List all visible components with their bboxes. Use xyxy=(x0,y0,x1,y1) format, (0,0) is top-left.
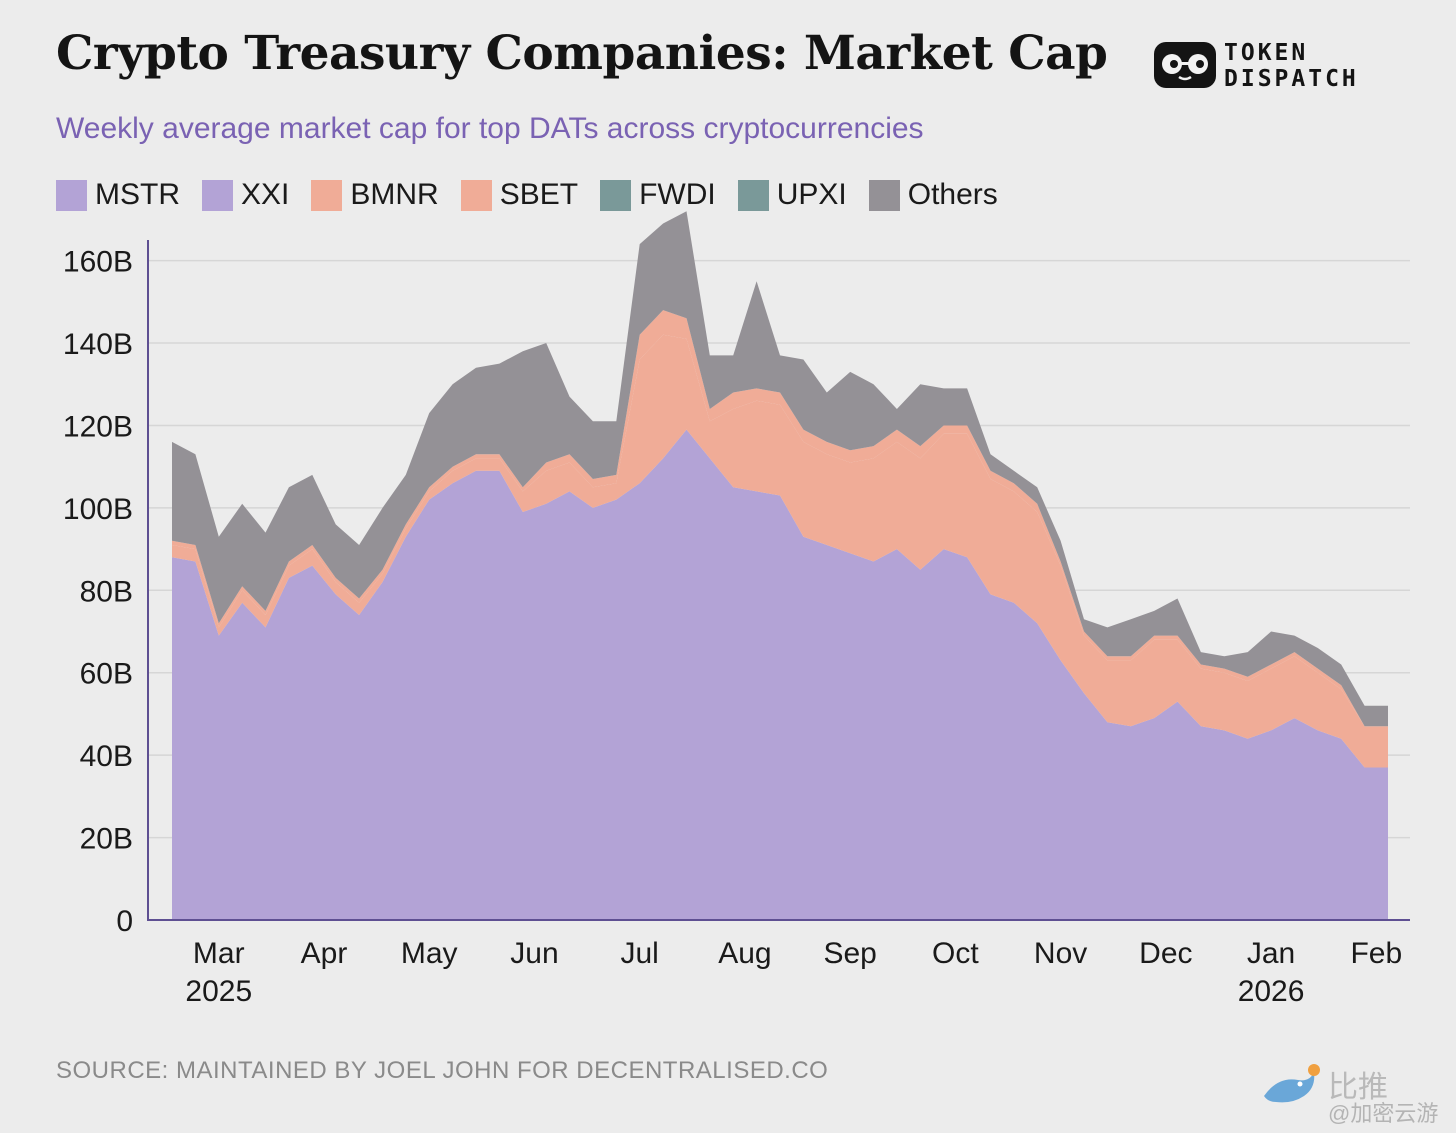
x-tick-label: Dec xyxy=(1139,937,1192,970)
x-axis-ticks: Mar 2025 Apr May Jun Jul Aug Sep Oct Nov Dec Jan 202… xyxy=(185,937,1402,1008)
y-tick-label: 40B xyxy=(80,740,133,773)
x-tick-label: Feb xyxy=(1350,937,1402,970)
stacked-area-chart: 0 20B 40B 60B 80B 100B 120B 140B 160B Mar 2025 Apr… xyxy=(63,211,1410,1008)
x-tick-year-label: 2026 xyxy=(1238,975,1305,1008)
y-tick-label: 0 xyxy=(116,905,133,938)
chart-subtitle: Weekly average market cap for top DATs a… xyxy=(56,112,924,145)
watermark-label: 比推 xyxy=(1328,1071,1388,1104)
legend-item-mstr: MSTR xyxy=(56,178,180,212)
legend-label: MSTR xyxy=(95,178,180,211)
y-tick-label: 80B xyxy=(80,575,133,608)
area-series xyxy=(172,211,1388,920)
legend: MSTR XXI BMNR SBET FWDI UPXI Others xyxy=(56,178,1020,212)
legend-swatch xyxy=(311,179,343,211)
x-tick-year-label: 2025 xyxy=(185,975,252,1008)
area-others xyxy=(172,211,1388,727)
legend-label: BMNR xyxy=(350,178,439,211)
y-tick-label: 100B xyxy=(63,493,133,526)
bird-logo-icon xyxy=(1264,1064,1320,1103)
legend-label: XXI xyxy=(241,178,290,211)
legend-item-others: Others xyxy=(868,178,998,212)
x-tick-label: Jan xyxy=(1247,937,1295,970)
logo-line-1: TOKEN xyxy=(1224,40,1309,66)
y-axis-ticks: 0 20B 40B 60B 80B 100B 120B 140B 160B xyxy=(63,246,133,938)
legend-swatch xyxy=(56,179,87,211)
x-tick-label: Jun xyxy=(510,937,558,970)
legend-swatch xyxy=(202,179,233,211)
watermark: 比推 @加密云游 xyxy=(1258,1062,1454,1126)
x-tick-label: Sep xyxy=(823,937,876,970)
y-tick-label: 120B xyxy=(63,410,133,443)
source-note: SOURCE: MAINTAINED BY JOEL JOHN FOR DECE… xyxy=(56,1057,829,1084)
x-tick-label: May xyxy=(401,937,458,970)
y-tick-label: 20B xyxy=(80,823,133,856)
legend-item-xxi: XXI xyxy=(202,178,289,212)
glasses-face-icon xyxy=(1154,42,1216,88)
y-tick-label: 60B xyxy=(80,658,133,691)
x-tick-label: Nov xyxy=(1034,937,1087,970)
area-sbet xyxy=(172,310,1388,727)
axes xyxy=(147,240,1410,921)
y-tick-label: 140B xyxy=(63,328,133,361)
token-dispatch-logo: TOKEN DISPATCH xyxy=(1154,40,1404,92)
legend-item-fwdi: FWDI xyxy=(600,178,716,212)
legend-item-bmnr: BMNR xyxy=(311,178,439,212)
legend-label: FWDI xyxy=(639,178,716,211)
x-tick-label: Jul xyxy=(621,937,659,970)
area-mstr xyxy=(172,429,1388,920)
legend-swatch xyxy=(737,179,769,211)
x-tick-label: Apr xyxy=(301,937,348,970)
legend-label: Others xyxy=(907,178,998,211)
legend-swatch xyxy=(868,179,900,211)
legend-item-upxi: UPXI xyxy=(737,178,847,212)
y-tick-label: 160B xyxy=(63,246,133,279)
logo-wordmark: TOKEN DISPATCH xyxy=(1224,40,1359,92)
x-tick-label: Aug xyxy=(718,937,771,970)
x-tick-label: Mar xyxy=(193,937,245,970)
chart-title: Crypto Treasury Companies: Market Cap xyxy=(56,26,1108,81)
x-tick-label: Oct xyxy=(932,937,979,970)
legend-label: UPXI xyxy=(776,178,847,211)
legend-swatch xyxy=(460,179,492,211)
legend-swatch xyxy=(600,179,632,211)
watermark-handle: @加密云游 xyxy=(1328,1101,1439,1126)
legend-label: SBET xyxy=(499,178,579,211)
logo-line-2: DISPATCH xyxy=(1224,66,1359,92)
legend-item-sbet: SBET xyxy=(460,178,579,212)
area-bmnr xyxy=(172,334,1388,768)
